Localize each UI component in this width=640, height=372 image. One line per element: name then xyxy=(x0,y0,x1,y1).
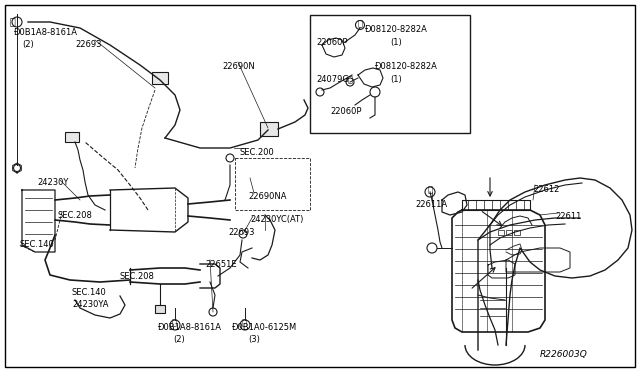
Bar xyxy=(155,305,165,313)
Bar xyxy=(506,230,512,235)
Text: 22611: 22611 xyxy=(555,212,581,221)
Text: Ð0B1A0-6125M: Ð0B1A0-6125M xyxy=(232,323,297,332)
Text: SEC.208: SEC.208 xyxy=(120,272,155,281)
Text: R226003Q: R226003Q xyxy=(540,350,588,359)
Bar xyxy=(260,122,278,136)
Text: (1): (1) xyxy=(390,38,402,47)
Bar xyxy=(65,132,79,142)
Bar xyxy=(310,15,470,133)
Text: 22612: 22612 xyxy=(533,185,559,194)
Text: 24079G: 24079G xyxy=(316,75,349,84)
Text: Ð0B1A8-8161A: Ð0B1A8-8161A xyxy=(14,28,78,37)
Text: 22693: 22693 xyxy=(75,40,102,49)
Text: (3): (3) xyxy=(248,335,260,344)
Text: SEC.208: SEC.208 xyxy=(57,211,92,220)
Text: SEC.140: SEC.140 xyxy=(20,240,55,249)
Bar xyxy=(498,230,504,235)
Text: ⓑ: ⓑ xyxy=(172,318,177,327)
Text: Ð08120-8282A: Ð08120-8282A xyxy=(375,62,438,71)
Text: 22690N: 22690N xyxy=(222,62,255,71)
Text: SEC.140: SEC.140 xyxy=(72,288,107,297)
Text: (1): (1) xyxy=(390,75,402,84)
Text: Ð08120-8282A: Ð08120-8282A xyxy=(365,25,428,34)
Text: 22060P: 22060P xyxy=(330,107,362,116)
Text: 24230YA: 24230YA xyxy=(72,300,109,309)
Text: Ð0B1A8-8161A: Ð0B1A8-8161A xyxy=(158,323,222,332)
Text: ⓘ: ⓘ xyxy=(9,16,15,26)
Text: 22693: 22693 xyxy=(228,228,255,237)
Bar xyxy=(514,230,520,235)
Text: 22611A: 22611A xyxy=(415,200,447,209)
Text: SEC.200: SEC.200 xyxy=(240,148,275,157)
Bar xyxy=(152,72,168,84)
Text: ⓑ: ⓑ xyxy=(241,318,246,327)
Text: 22060P: 22060P xyxy=(316,38,348,47)
Text: (2): (2) xyxy=(173,335,185,344)
Text: 24230Y: 24230Y xyxy=(37,178,68,187)
Text: ⓑ: ⓑ xyxy=(428,186,433,195)
Text: ⓗ: ⓗ xyxy=(348,76,353,84)
Text: 22651E: 22651E xyxy=(205,260,237,269)
Text: 24230YC(AT): 24230YC(AT) xyxy=(250,215,303,224)
Text: (2): (2) xyxy=(22,40,34,49)
Text: 22690NA: 22690NA xyxy=(248,192,287,201)
Text: ⓑ: ⓑ xyxy=(358,19,362,29)
